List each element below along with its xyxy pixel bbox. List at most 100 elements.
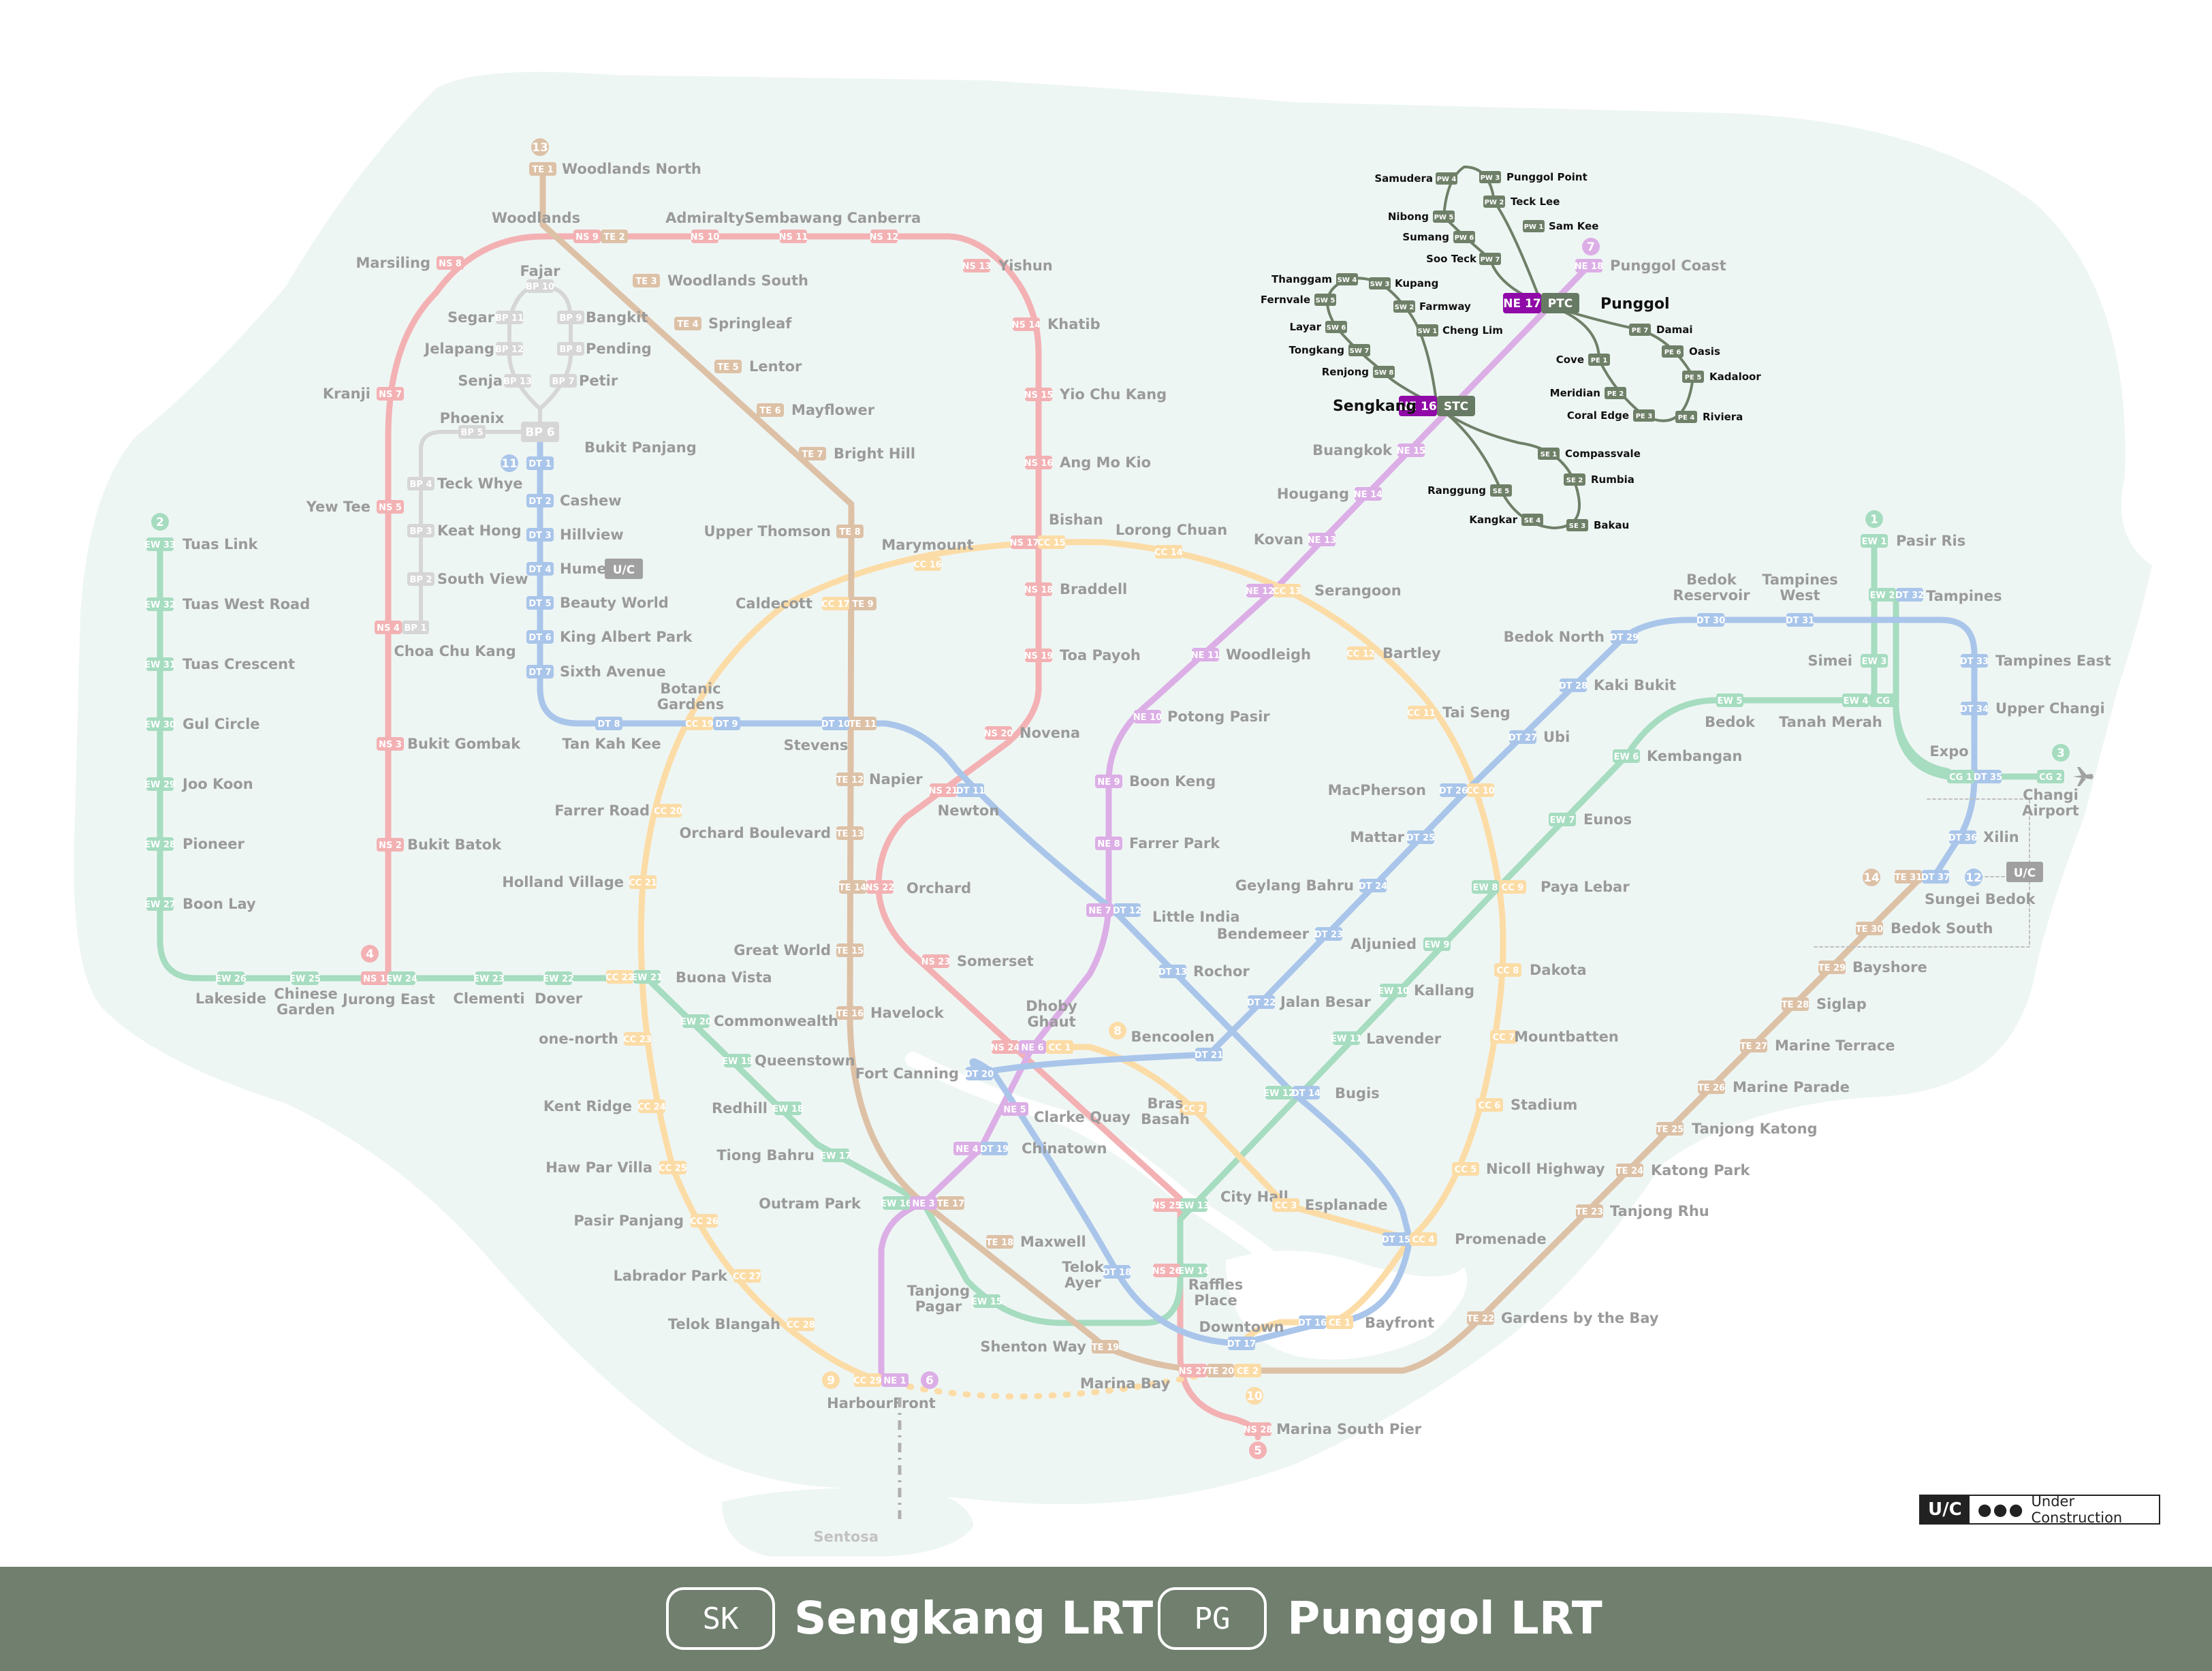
station-yew-tee[interactable]: NS 5 Yew Tee <box>306 499 404 515</box>
station-pending[interactable]: BP 8 Pending <box>557 341 652 357</box>
station-jalan-besar[interactable]: DT 22 Jalan Besar <box>1247 994 1372 1010</box>
station-kranji[interactable]: NS 7 Kranji <box>323 386 404 402</box>
lrt-station-cheng-lim[interactable]: SW 1 Cheng Lim <box>1417 324 1503 337</box>
station-tai-seng[interactable]: CC 11 Tai Seng <box>1407 704 1511 721</box>
lrt-station-tongkang[interactable]: SW 7 Tongkang <box>1289 344 1370 356</box>
station-somerset[interactable]: NS 23 Somerset <box>921 953 1034 969</box>
station-bedok[interactable]: EW 5 Bedok <box>1705 693 1756 730</box>
station-ubi[interactable]: DT 27 Ubi <box>1508 729 1570 745</box>
station-siglap[interactable]: TE 28 Siglap <box>1782 996 1867 1012</box>
station-outram-park[interactable]: EW 16 NE 3 TE 17 Outram Park <box>759 1196 964 1212</box>
station-clarke-quay[interactable]: NE 5 Clarke Quay <box>1001 1102 1131 1125</box>
station-woodlands[interactable]: NS 9 TE 2 Woodlands <box>492 210 628 243</box>
station-canberra[interactable]: NS 12 Canberra <box>847 210 921 243</box>
station-marine-terrace[interactable]: TE 27 Marine Terrace <box>1740 1037 1895 1054</box>
station-lakeside[interactable]: EW 26 Lakeside <box>195 971 266 1007</box>
station-sixth-avenue[interactable]: DT 7 Sixth Avenue <box>526 663 666 680</box>
lrt-station-damai[interactable]: PE 7 Damai <box>1629 324 1692 336</box>
lrt-station-kadaloor[interactable]: PE 5 Kadaloor <box>1682 371 1761 383</box>
station-hougang[interactable]: NE 14 Hougang <box>1277 486 1382 502</box>
station-tuas-link[interactable]: EW 33 Tuas Link <box>144 536 258 552</box>
station-jurong-east[interactable]: NS 1 EW 24 Jurong East <box>341 971 435 1008</box>
station-tanah-merah[interactable]: EW 4 CG Tanah Merah <box>1779 693 1897 730</box>
lrt-station-soo-teck[interactable]: PW 7 Soo Teck <box>1426 253 1501 265</box>
lrt-station-meridian[interactable]: PE 2 Meridian <box>1550 387 1626 399</box>
station-buangkok[interactable]: NE 15 Buangkok <box>1312 442 1425 458</box>
station-commonwealth[interactable]: EW 20 Commonwealth <box>680 1013 838 1029</box>
station-woodleigh[interactable]: NE 11 Woodleigh <box>1191 646 1311 663</box>
station-sembawang[interactable]: NS 11 Sembawang <box>744 210 842 243</box>
station-bayfront[interactable]: DT 16 CE 1 Bayfront <box>1298 1315 1434 1331</box>
lrt-station-rumbia[interactable]: SE 2 Rumbia <box>1564 473 1634 486</box>
station-queenstown[interactable]: EW 19 Queenstown <box>722 1052 855 1069</box>
station-bukit-panjang[interactable]: BP 6 <box>521 422 559 442</box>
station-orchard-boulevard[interactable]: TE 13 Orchard Boulevard <box>679 825 864 841</box>
station-farrer-park[interactable]: NE 8 Farrer Park <box>1095 835 1220 852</box>
station-boon-keng[interactable]: NE 9 Boon Keng <box>1095 773 1216 790</box>
lrt-station-kupang[interactable]: SW 3 Kupang <box>1369 277 1438 290</box>
station-caldecott[interactable]: CC 17 TE 9 Caldecott <box>736 595 876 612</box>
station-bukit-gombak[interactable]: NS 3 Bukit Gombak <box>377 736 521 752</box>
station-maxwell[interactable]: TE 18 Maxwell <box>986 1234 1086 1250</box>
lrt-station-farmway[interactable]: SW 2 Farmway <box>1393 300 1471 313</box>
station-khatib[interactable]: NS 14 Khatib <box>1012 316 1101 332</box>
station-dover[interactable]: EW 22 Dover <box>535 971 583 1007</box>
station-ang-mo-kio[interactable]: NS 16 Ang Mo Kio <box>1024 454 1152 471</box>
station-hillview[interactable]: DT 3 Hillview <box>526 527 624 543</box>
station-expo[interactable]: CG 1 DT 35 Expo <box>1929 743 2002 783</box>
station-bangkit[interactable]: BP 9 Bangkit <box>557 309 648 326</box>
station-king-albert-park[interactable]: DT 6 King Albert Park <box>526 629 693 645</box>
lrt-station-cove[interactable]: PE 1 Cove <box>1556 354 1610 366</box>
station-toa-payoh[interactable]: NS 19 Toa Payoh <box>1024 647 1141 663</box>
station-xilin[interactable]: DT 36 Xilin <box>1948 829 2019 845</box>
station-tanjong-rhu[interactable]: TE 23 Tanjong Rhu <box>1576 1203 1709 1219</box>
lrt-station-sam-kee[interactable]: PW 1 Sam Kee <box>1523 220 1598 232</box>
station-bright-hill[interactable]: TE 7 Bright Hill <box>799 446 915 462</box>
station-springleaf[interactable]: TE 4 Springleaf <box>674 315 792 332</box>
station-telok-blangah[interactable]: CC 28 Telok Blangah <box>668 1316 815 1332</box>
station-redhill[interactable]: EW 18 Redhill <box>712 1100 804 1116</box>
station-lavender[interactable]: EW 11 Lavender <box>1331 1031 1442 1047</box>
station-south-view[interactable]: BP 2 South View <box>407 571 528 587</box>
station-upper-thomson[interactable]: TE 8 Upper Thomson <box>704 523 864 540</box>
station-havelock[interactable]: TE 16 Havelock <box>836 1005 945 1021</box>
station-marymount[interactable]: CC 16 Marymount <box>881 537 974 571</box>
lrt-station-renjong[interactable]: SW 8 Renjong <box>1322 366 1395 378</box>
station-tuas-west-road[interactable]: EW 32 Tuas West Road <box>144 596 310 612</box>
station-yishun[interactable]: NS 13 Yishun <box>962 257 1053 274</box>
station-clementi[interactable]: EW 23 Clementi <box>453 971 525 1007</box>
station-little-india[interactable]: NE 7 DT 12 Little India <box>1086 903 1240 925</box>
station-tuas-crescent[interactable]: EW 31 Tuas Crescent <box>144 656 295 672</box>
station-novena[interactable]: NS 20 Novena <box>984 725 1080 741</box>
station-woodlands-south[interactable]: TE 3 Woodlands South <box>633 272 808 289</box>
station-kent-ridge[interactable]: CC 24 Kent Ridge <box>543 1098 666 1114</box>
station-bencoolen[interactable]: DT 21 Bencoolen <box>1131 1029 1224 1061</box>
station-mayflower[interactable]: TE 6 Mayflower <box>757 402 875 418</box>
station-bayshore[interactable]: TE 29 Bayshore <box>1818 959 1927 975</box>
station-bendemeer[interactable]: DT 23 Bendemeer <box>1217 926 1343 942</box>
station-kallang[interactable]: EW 10 Kallang <box>1378 982 1474 999</box>
station-eunos[interactable]: EW 7 Eunos <box>1549 811 1632 828</box>
station-esplanade[interactable]: CC 3 Esplanade <box>1272 1197 1388 1213</box>
station-fajar[interactable]: BP 10 Fajar <box>520 263 560 293</box>
station-sengkang[interactable]: NE 16 STC Sengkang <box>1333 396 1475 416</box>
station-lentor[interactable]: TE 5 Lentor <box>714 358 802 375</box>
station-tampines-east[interactable]: DT 33 Tampines East <box>1960 653 2111 669</box>
station-choa-chu-kang[interactable]: NS 4 BP 1 Choa Chu Kang <box>375 621 516 659</box>
station-punggol-coast[interactable]: NE 18 Punggol Coast <box>1575 257 1726 274</box>
